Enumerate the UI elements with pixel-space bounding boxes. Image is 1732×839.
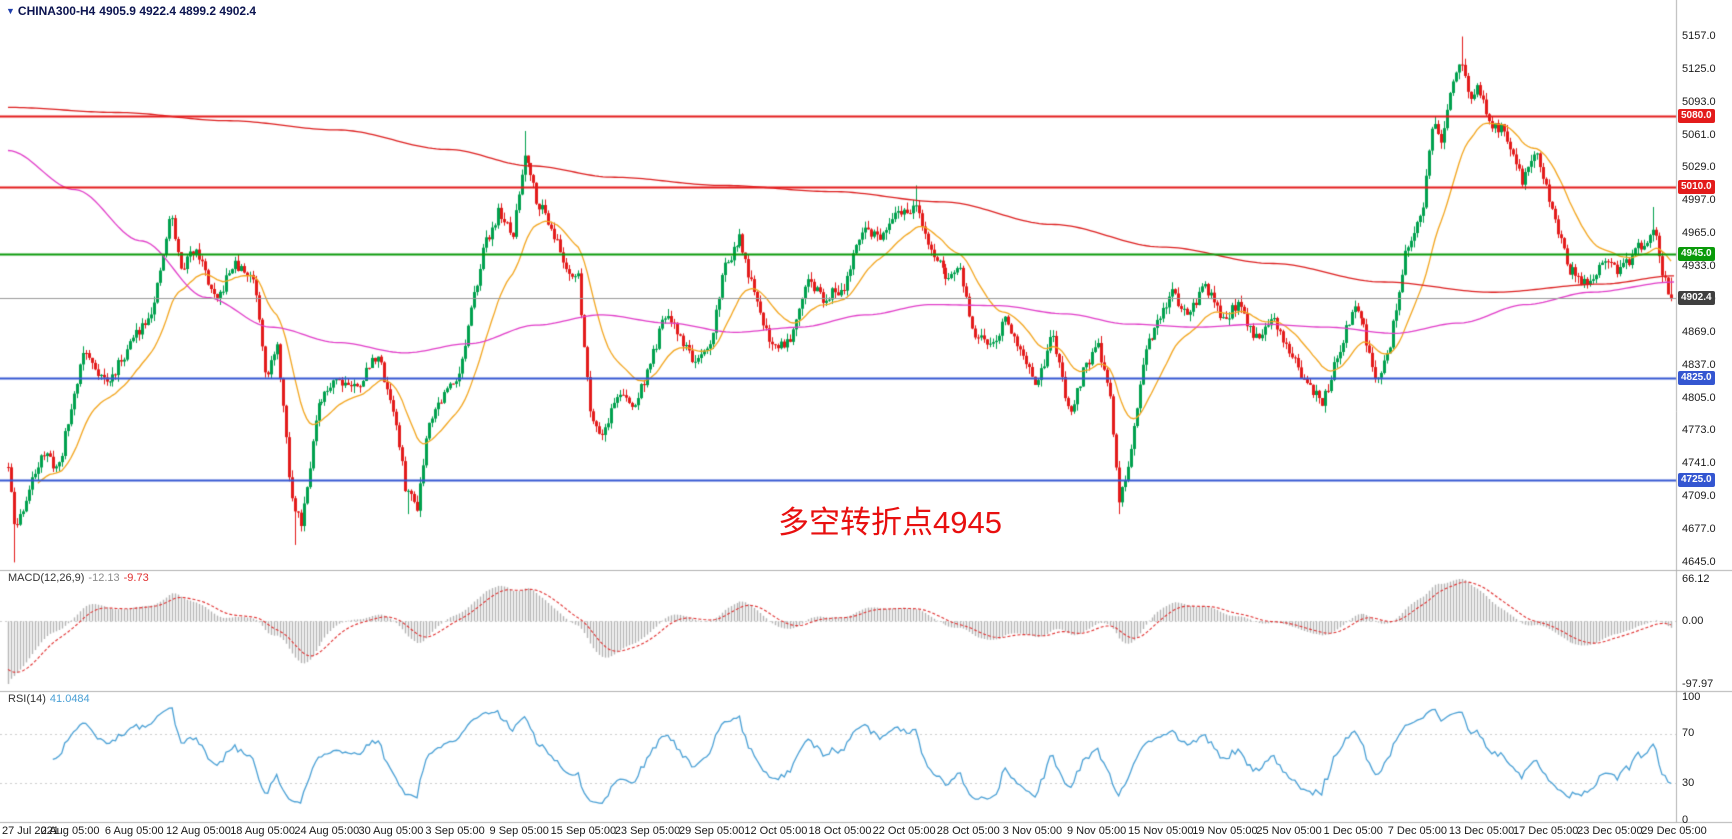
time-axis-label: 12 Oct 05:00 — [744, 825, 808, 837]
chart-title: ▼ CHINA300-H4 4905.9 4922.4 4899.2 4902.4 — [6, 4, 260, 18]
price-axis-label: 4741.0 — [1682, 457, 1716, 470]
price-tag-4825-0[interactable]: 4825.0 — [1678, 370, 1715, 385]
price-axis-label: 4837.0 — [1682, 358, 1716, 371]
macd-axis-label: -97.97 — [1682, 677, 1714, 690]
price-tag-4725-0[interactable]: 4725.0 — [1678, 473, 1715, 488]
time-axis-label: 23 Dec 05:00 — [1577, 825, 1643, 837]
rsi-name: RSI(14) — [8, 693, 46, 705]
price-tag-4945-0[interactable]: 4945.0 — [1678, 247, 1715, 262]
time-axis-label: 23 Sep 05:00 — [614, 825, 681, 837]
macd-axis-label: 66.12 — [1682, 572, 1710, 585]
time-axis-label: 9 Nov 05:00 — [1066, 825, 1127, 837]
rsi-indicator-label: RSI(14) 41.0484 — [8, 693, 90, 705]
time-axis-label: 18 Aug 05:00 — [230, 825, 296, 837]
rsi-axis-label: 30 — [1682, 776, 1695, 789]
macd-signal-value: -9.73 — [123, 572, 149, 584]
time-axis-label: 18 Oct 05:00 — [808, 825, 872, 837]
time-axis-label: 3 Sep 05:00 — [425, 825, 485, 837]
price-tag-5080-0[interactable]: 5080.0 — [1678, 108, 1715, 123]
rsi-axis-label: 100 — [1682, 690, 1701, 703]
price-tag-4902-4[interactable]: 4902.4 — [1678, 291, 1715, 305]
time-axis-label: 29 Sep 05:00 — [678, 825, 745, 837]
time-axis-label: 1 Dec 05:00 — [1323, 825, 1383, 837]
macd-main-value: -12.13 — [88, 572, 120, 584]
time-axis-label: 6 Aug 05:00 — [104, 825, 164, 837]
macd-name: MACD(12,26,9) — [8, 572, 85, 584]
time-axis-label: 28 Oct 05:00 — [936, 825, 1000, 837]
time-axis-label: 27 Jul 2021 — [2, 825, 59, 837]
time-axis-label: 2 Aug 05:00 — [40, 825, 100, 837]
macd-indicator-label: MACD(12,26,9) -12.13 -9.73 — [8, 572, 149, 584]
price-tag-5010-0[interactable]: 5010.0 — [1678, 180, 1715, 195]
time-axis-label: 12 Aug 05:00 — [166, 825, 231, 837]
time-axis-label: 13 Dec 05:00 — [1448, 825, 1515, 837]
time-axis-label: 25 Nov 05:00 — [1256, 825, 1322, 837]
price-axis-label: 4965.0 — [1682, 227, 1716, 240]
time-axis-label: 15 Sep 05:00 — [550, 825, 617, 837]
price-axis-label: 5125.0 — [1682, 62, 1716, 75]
time-axis-label: 24 Aug 05:00 — [294, 825, 360, 837]
time-axis-label: 9 Sep 05:00 — [489, 825, 549, 837]
price-axis-label: 5029.0 — [1682, 161, 1716, 174]
macd-axis-label: 0.00 — [1682, 614, 1704, 627]
rsi-value: 41.0484 — [49, 693, 90, 705]
annotation-text-object[interactable]: 多空转折点4945 — [778, 505, 1002, 540]
time-axis-label: 7 Dec 05:00 — [1387, 825, 1448, 837]
ohlc-readout: 4905.9 4922.4 4899.2 4902.4 — [99, 4, 257, 18]
rsi-axis-label: 0 — [1682, 813, 1689, 826]
time-axis-label: 30 Aug 05:00 — [358, 825, 424, 837]
price-axis-label: 4773.0 — [1682, 424, 1716, 437]
time-axis-label: 15 Nov 05:00 — [1128, 825, 1194, 837]
time-axis-label: 29 Dec 05:00 — [1641, 825, 1707, 837]
time-axis-label: 22 Oct 05:00 — [872, 825, 936, 837]
price-axis-label: 4805.0 — [1682, 391, 1716, 404]
time-axis-label: 3 Nov 05:00 — [1002, 825, 1063, 837]
price-axis-label: 4997.0 — [1682, 194, 1716, 207]
price-axis-label: 4709.0 — [1682, 490, 1716, 503]
price-axis-label: 4869.0 — [1682, 325, 1716, 338]
price-axis-label: 5157.0 — [1682, 30, 1716, 42]
time-axis-label: 17 Dec 05:00 — [1512, 825, 1579, 837]
price-axis-label: 4645.0 — [1682, 555, 1716, 568]
symbol-timeframe: CHINA300-H4 — [17, 4, 96, 18]
price-axis-label: 4933.0 — [1682, 260, 1716, 273]
price-axis-label: 5093.0 — [1682, 95, 1716, 108]
rsi-axis-label: 70 — [1682, 727, 1695, 740]
price-axis-label: 5061.0 — [1682, 128, 1716, 141]
time-axis-label: 19 Nov 05:00 — [1192, 825, 1258, 837]
chart-marker-icon: ▼ — [6, 6, 15, 16]
price-axis-label: 4677.0 — [1682, 523, 1716, 536]
